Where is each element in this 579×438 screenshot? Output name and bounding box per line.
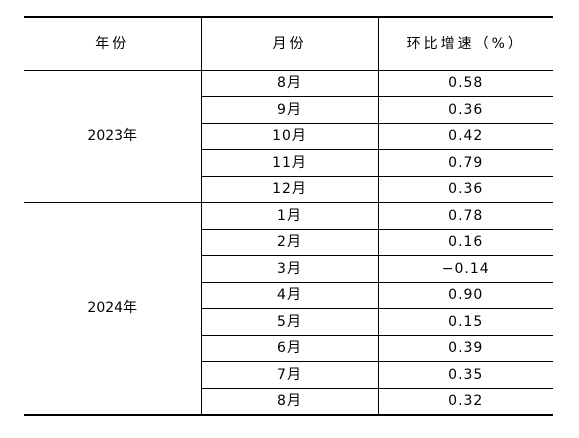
table-row: 9月 0.36	[24, 96, 553, 124]
month-cell: 8月	[200, 388, 378, 416]
month-cell: 7月	[200, 361, 378, 389]
table-row: 4月 0.90	[24, 282, 553, 309]
year-cell: 2024年	[24, 202, 201, 416]
table-row: 11月 0.79	[24, 149, 553, 177]
growth-rate-cell: −0.14	[377, 255, 553, 283]
header-month: 月份	[200, 16, 378, 71]
month-cell: 2月	[200, 229, 378, 256]
year-cell: 2023年	[24, 70, 201, 203]
month-cell: 1月	[200, 202, 378, 230]
growth-rate-cell: 0.36	[377, 176, 553, 203]
table-body: 2023年 8月 0.58 9月 0.36 10月 0.42 11月 0.79 12月 0.36 20…	[24, 70, 553, 416]
growth-rate-cell: 0.58	[377, 70, 553, 97]
growth-rate-cell: 0.78	[377, 202, 553, 230]
month-cell: 8月	[200, 70, 378, 97]
growth-rate-cell: 0.36	[377, 96, 553, 124]
table-row: 12月 0.36	[24, 176, 553, 203]
table-row: 2023年 8月 0.58	[24, 70, 553, 203]
table-row: 3月 −0.14	[24, 255, 553, 283]
month-cell: 4月	[200, 282, 378, 309]
growth-rate-cell: 0.79	[377, 149, 553, 177]
month-cell: 6月	[200, 335, 378, 362]
table-row: 2024年 1月 0.78	[24, 202, 553, 416]
month-cell: 3月	[200, 255, 378, 283]
month-cell: 10月	[200, 123, 378, 150]
table-row: 8月 0.32	[24, 388, 553, 416]
header-row: 年份 月份 环比增速（%）	[24, 16, 553, 71]
month-cell: 11月	[200, 149, 378, 177]
table-row: 6月 0.39	[24, 335, 553, 362]
month-cell: 9月	[200, 96, 378, 124]
header-growth-rate: 环比增速（%）	[377, 16, 553, 71]
growth-rate-cell: 0.35	[377, 361, 553, 389]
growth-rate-cell: 0.15	[377, 308, 553, 336]
growth-rate-cell: 0.39	[377, 335, 553, 362]
table-row: 2月 0.16	[24, 229, 553, 256]
table-row: 10月 0.42	[24, 123, 553, 150]
month-cell: 12月	[200, 176, 378, 203]
month-cell: 5月	[200, 308, 378, 336]
growth-rate-cell: 0.16	[377, 229, 553, 256]
table-row: 5月 0.15	[24, 308, 553, 336]
growth-rate-cell: 0.32	[377, 388, 553, 416]
growth-rate-cell: 0.42	[377, 123, 553, 150]
growth-rate-table: 年份 月份 环比增速（%） 2023年 8月 0.58 9月 0.36 10月 0.42 11…	[24, 16, 553, 416]
table-row: 7月 0.35	[24, 361, 553, 389]
header-year: 年份	[24, 16, 201, 71]
growth-rate-cell: 0.90	[377, 282, 553, 309]
